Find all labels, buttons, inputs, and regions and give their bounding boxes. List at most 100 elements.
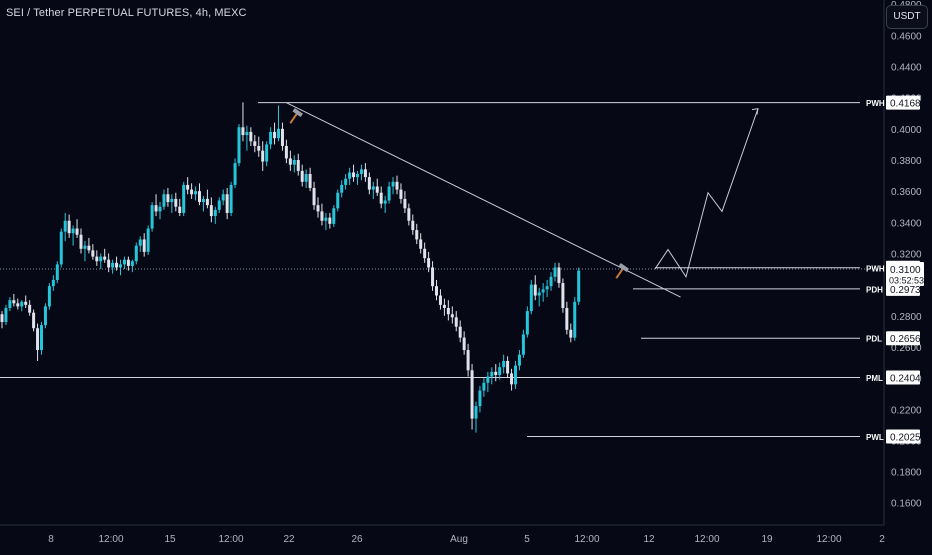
candle [486, 371, 490, 393]
candle-body [150, 205, 154, 229]
x-tick-label: 5 [524, 534, 530, 545]
candle [63, 212, 67, 242]
level-value-box [886, 331, 920, 346]
candle-body [91, 250, 95, 257]
candle [40, 322, 43, 355]
candle-body [446, 307, 450, 315]
candle [91, 244, 95, 260]
candle [561, 278, 565, 313]
y-tick-label: 0.2800 [891, 312, 922, 323]
candle [490, 367, 494, 385]
candle-body [32, 312, 36, 329]
candle-body [43, 306, 47, 326]
x-tick-label: 12 [643, 534, 655, 545]
candle [24, 295, 28, 308]
candle [569, 323, 573, 343]
candle-body [126, 259, 130, 266]
candle-body [28, 304, 32, 313]
time-axis[interactable]: 8 12:00 15 12:00 22 26 Aug 5 12:00 12 12:00 19 12:00… [48, 534, 885, 545]
hammer-handle [615, 267, 624, 279]
candle [442, 298, 446, 316]
countdown-label: 03:52:53 [889, 276, 924, 286]
candle-body [178, 206, 182, 213]
candle-body [577, 270, 581, 302]
candle-body [308, 174, 312, 189]
candle-body [438, 295, 442, 305]
levels-layer [0, 102, 884, 438]
candle-body [213, 209, 217, 217]
candle [71, 225, 75, 246]
candle [253, 135, 257, 153]
candle [51, 275, 55, 291]
candle [225, 188, 229, 220]
currency-button[interactable]: USDT [886, 5, 928, 29]
candle-body [122, 259, 126, 265]
candle [174, 192, 178, 212]
candle [67, 214, 71, 238]
candle-body [431, 267, 435, 287]
candle-body [12, 300, 16, 304]
candle [213, 206, 217, 224]
x-tick-label: Aug [450, 534, 468, 545]
candle [28, 300, 32, 316]
level-value-box [886, 370, 920, 385]
candle [201, 195, 205, 212]
candle [494, 364, 498, 382]
candle-body [288, 158, 292, 165]
candle-body [569, 329, 573, 338]
candle [122, 256, 126, 270]
candle [162, 189, 166, 210]
candle [383, 195, 387, 213]
candle [423, 242, 427, 263]
chart-title: SEI / Tether PERPETUAL FUTURES, 4h, MEXC [6, 7, 247, 19]
candle [320, 203, 324, 226]
candle [312, 181, 316, 210]
candles-layer [0, 102, 581, 433]
candle [482, 378, 486, 397]
level-name-pml: PML [866, 374, 883, 383]
candle-body [55, 264, 59, 280]
candle-body [304, 174, 308, 182]
candle-body [415, 230, 419, 240]
candle-body [561, 283, 565, 308]
candle [186, 177, 190, 195]
x-tick-label: 12:00 [816, 534, 841, 545]
candle-body [490, 371, 494, 377]
candle-body [450, 314, 454, 318]
level-name-pwh: PWH [866, 99, 885, 108]
candle-body [198, 191, 201, 203]
candle [229, 181, 233, 217]
candle-body [0, 314, 4, 323]
candle-body [356, 174, 359, 178]
current-price-box [886, 262, 924, 287]
candle-body [174, 198, 178, 207]
candle [158, 202, 162, 220]
candle [462, 331, 466, 355]
candle [273, 122, 277, 145]
candle-body [391, 181, 395, 187]
candle [466, 343, 470, 377]
y-tick-label: 0.3800 [891, 156, 922, 167]
hammer-head [292, 108, 303, 118]
candle [43, 303, 47, 329]
candle-body [470, 370, 474, 419]
candle [304, 169, 308, 189]
level-value-label: 0.4168 [890, 99, 921, 110]
candle [348, 167, 352, 185]
candle-body [63, 220, 67, 232]
candle [265, 141, 269, 167]
x-tick-label: 12:00 [98, 534, 123, 545]
candle [411, 214, 415, 235]
candle-body [435, 286, 438, 296]
candle-body [24, 301, 28, 305]
candle [16, 298, 20, 310]
candle [87, 237, 91, 254]
y-tick-label: 0.4400 [891, 63, 922, 74]
candle-body [458, 326, 462, 338]
candle-body [344, 178, 348, 185]
candle-body [166, 194, 170, 203]
candle [478, 385, 482, 413]
candle [340, 180, 344, 198]
